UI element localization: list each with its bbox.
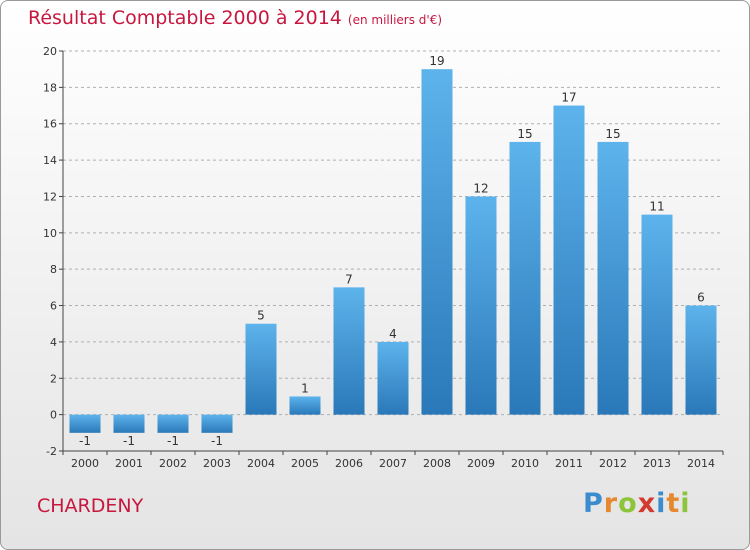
x-tick-label: 2002 — [159, 457, 187, 470]
bar-value-label: 15 — [517, 127, 532, 141]
bar — [113, 414, 145, 433]
x-tick-label: 2000 — [71, 457, 99, 470]
x-tick-label: 2004 — [247, 457, 275, 470]
y-tick-label: 8 — [50, 263, 57, 276]
y-tick-label: 18 — [43, 81, 57, 94]
y-tick-label: 16 — [43, 118, 57, 131]
logo-letter: t — [666, 488, 681, 519]
x-tick-label: 2003 — [203, 457, 231, 470]
logo-letter: o — [618, 488, 638, 519]
bar — [157, 414, 189, 433]
y-tick-label: 12 — [43, 190, 57, 203]
bar-value-label: -1 — [211, 434, 223, 448]
bar-value-label: -1 — [167, 434, 179, 448]
commune-name: CHARDENY — [37, 495, 144, 517]
x-tick-label: 2013 — [643, 457, 671, 470]
bar-value-label: 7 — [345, 272, 353, 286]
bar — [289, 396, 321, 415]
y-tick-label: 10 — [43, 227, 57, 240]
bar — [201, 414, 233, 433]
y-tick-label: -2 — [46, 445, 57, 458]
y-tick-label: 4 — [50, 336, 57, 349]
bar — [245, 323, 277, 415]
bar-value-label: 5 — [257, 309, 265, 323]
bar — [421, 69, 453, 415]
x-tick-label: 2001 — [115, 457, 143, 470]
x-tick-label: 2012 — [599, 457, 627, 470]
bar-value-label: 19 — [429, 54, 444, 68]
y-tick-label: 20 — [43, 45, 57, 58]
bar — [553, 105, 585, 415]
logo-letter: i — [680, 488, 691, 519]
axes — [62, 51, 723, 452]
y-tick-label: 14 — [43, 154, 57, 167]
y-tick-label: 0 — [50, 409, 57, 422]
bar-value-label: -1 — [79, 434, 91, 448]
bar-value-label: -1 — [123, 434, 135, 448]
bar — [685, 305, 717, 415]
bar-value-label: 11 — [649, 200, 664, 214]
bar-value-label: 1 — [301, 381, 309, 395]
y-tick-label: 2 — [50, 372, 57, 385]
x-tick-label: 2007 — [379, 457, 407, 470]
x-tick-label: 2009 — [467, 457, 495, 470]
x-tick-label: 2014 — [687, 457, 715, 470]
proxiti-logo: Proxiti — [583, 488, 691, 519]
logo-letter: P — [583, 488, 604, 519]
bar — [465, 196, 497, 415]
bar — [597, 141, 629, 415]
bar-value-label: 6 — [697, 291, 705, 305]
bar — [69, 414, 101, 433]
x-tick-label: 2006 — [335, 457, 363, 470]
chart-title: Résultat Comptable 2000 à 2014 — [28, 7, 342, 29]
x-tick-label: 2011 — [555, 457, 583, 470]
bar-value-label: 17 — [561, 91, 576, 105]
x-tick-label: 2008 — [423, 457, 451, 470]
bar — [377, 341, 409, 415]
logo-letter: r — [603, 488, 619, 519]
logo-letter: i — [656, 488, 667, 519]
bar-value-label: 15 — [605, 127, 620, 141]
y-axis-ticks: -2 0 2 4 6 8 10 12 14 16 18 20 — [43, 45, 63, 458]
chart-title-block: Résultat Comptable 2000 à 2014 (en millie… — [28, 7, 442, 29]
bar — [333, 287, 365, 415]
logo-letter: x — [637, 488, 657, 519]
x-axis-ticks: 2000 2001 2002 2003 2004 2005 2006 2007 2008 2009… — [62, 451, 724, 470]
bar — [641, 214, 673, 415]
y-tick-label: 6 — [50, 300, 57, 313]
bar-value-label: 4 — [389, 327, 397, 341]
x-tick-label: 2005 — [291, 457, 319, 470]
bar-value-label: 12 — [473, 181, 488, 195]
x-tick-label: 2010 — [511, 457, 539, 470]
bar — [509, 141, 541, 415]
chart-subtitle: (en milliers d'€) — [347, 13, 443, 27]
